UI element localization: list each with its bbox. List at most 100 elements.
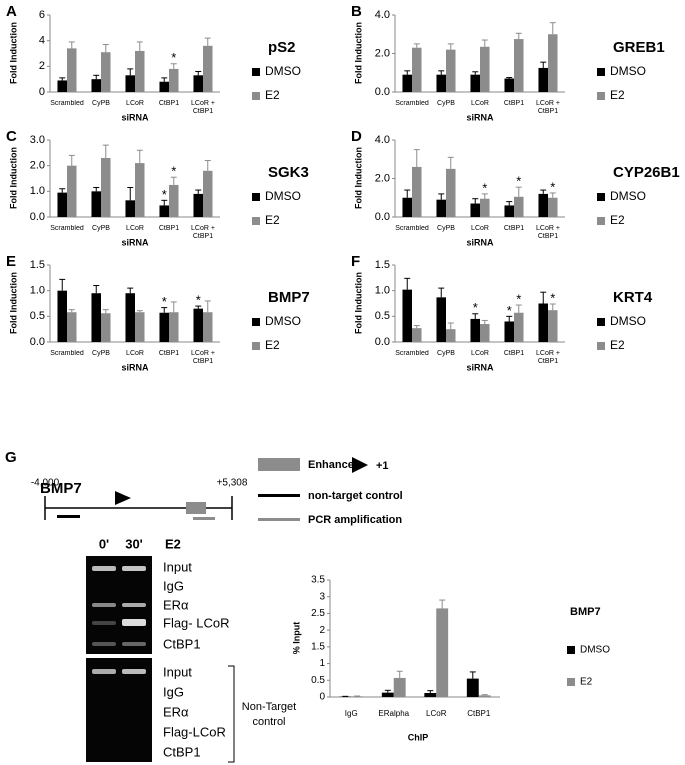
error-bar (161, 307, 168, 313)
error-bar (93, 186, 100, 192)
error-bar (59, 188, 66, 193)
lane-label: Input (163, 559, 192, 574)
legend-label: DMSO (265, 189, 301, 203)
bar (159, 81, 169, 92)
y-tick-label: 3.5 (311, 575, 325, 586)
x-tick-label: LCoR + CtBP1 (536, 225, 560, 240)
panel-letter: A (6, 3, 17, 20)
gel-band (122, 566, 146, 571)
x-tick-label-box: LCoR (126, 225, 144, 232)
x-tick-label-box: CyPB (92, 350, 110, 357)
bar (466, 678, 479, 697)
y-tick-label: 0.0 (375, 336, 390, 348)
bar (538, 67, 548, 92)
error-bar (136, 149, 143, 164)
chart-title: KRT4 (613, 289, 653, 306)
y-tick-label: 1.5 (375, 259, 390, 271)
x-tick-label: LCoR (126, 100, 144, 107)
error-bar (136, 41, 143, 51)
x-tick-label: LCoR + CtBP1 (191, 350, 215, 365)
lane-label: Input (163, 664, 192, 679)
x-tick-label-box: LCoR (426, 709, 446, 718)
chart-title: CYP26B1 (613, 164, 680, 181)
lane-label: CtBP1 (163, 636, 201, 651)
significance-mark: * (171, 50, 176, 65)
x-tick-label-box: CtBP1 (159, 225, 179, 232)
error-bar (161, 199, 168, 206)
bar (135, 50, 145, 92)
legend-control (258, 494, 300, 497)
bar (538, 193, 548, 217)
bar (193, 193, 203, 217)
x-axis-label: siRNA (466, 362, 494, 372)
bar (101, 52, 111, 92)
bar (446, 168, 456, 217)
legend-text: Enhancer (308, 459, 359, 471)
legend-swatch (252, 68, 260, 76)
enhancer-box (186, 502, 206, 514)
gel-band (92, 603, 116, 607)
bar (514, 312, 524, 342)
y-tick-label: 0 (319, 692, 325, 703)
panel-letter: D (351, 128, 362, 145)
significance-mark: * (196, 293, 201, 308)
x-axis-label: siRNA (466, 112, 494, 122)
x-axis-label: ChIP (408, 732, 429, 742)
coord-start: -4,000 (31, 478, 60, 489)
error-bar (506, 201, 513, 206)
bar (412, 328, 422, 342)
x-tick-label: CtBP1 (503, 350, 525, 357)
y-tick-label: 2.0 (375, 47, 390, 59)
bar (159, 205, 169, 217)
lane-label: ERα (163, 704, 189, 719)
x-tick-label-box: LCoR (471, 225, 489, 232)
bar (125, 293, 135, 342)
x-tick-label: CtBP1 (158, 100, 180, 107)
bar (159, 312, 169, 342)
legend-swatch (252, 217, 260, 225)
bar (91, 191, 101, 217)
y-tick-label: 3 (319, 591, 325, 602)
x-tick-label: CyPB (92, 225, 110, 232)
chart-title: GREB1 (613, 39, 665, 56)
panel-letter: F (351, 253, 360, 270)
x-tick-label: Scrambled (50, 350, 84, 357)
x-tick-label: CyPB (437, 350, 455, 357)
bar (470, 74, 480, 92)
x-tick-label: LCoR (471, 100, 489, 107)
error-bar (195, 305, 202, 309)
legend-label: DMSO (580, 645, 610, 656)
legend-pcr (258, 518, 300, 521)
error-bar (170, 301, 177, 313)
x-tick-label-box: LCoR + CtBP1 (536, 225, 560, 240)
y-tick-label: 4.0 (375, 134, 390, 146)
bar (412, 166, 422, 217)
gel-band (122, 603, 146, 607)
x-tick-label: CyPB (437, 100, 455, 107)
y-tick-label: 6 (39, 9, 45, 21)
x-tick-label-box: CyPB (437, 225, 455, 232)
legend-tss (352, 457, 368, 473)
error-bar (413, 43, 420, 48)
y-axis-label: Fold Induction (353, 147, 363, 209)
x-tick-label: LCoR + CtBP1 (191, 100, 215, 115)
y-tick-label: 0.0 (30, 336, 45, 348)
bar (514, 39, 524, 92)
y-tick-label: 0.5 (311, 675, 325, 686)
error-bar (136, 310, 143, 313)
y-axis-label: Fold Induction (353, 272, 363, 334)
x-tick-label: LCoR (471, 350, 489, 357)
error-bar (447, 156, 454, 169)
significance-mark: * (516, 174, 521, 189)
legend-swatch (597, 318, 605, 326)
legend-label: DMSO (610, 314, 646, 328)
bar (514, 196, 524, 217)
y-tick-label: 0.0 (375, 211, 390, 223)
bar (57, 290, 67, 342)
x-tick-label-box: CyPB (437, 350, 455, 357)
y-tick-label: 4 (39, 35, 45, 47)
pcr-region (193, 517, 215, 520)
x-tick-label-box: Scrambled (50, 225, 83, 232)
significance-mark: * (171, 164, 176, 179)
error-bar (195, 70, 202, 76)
